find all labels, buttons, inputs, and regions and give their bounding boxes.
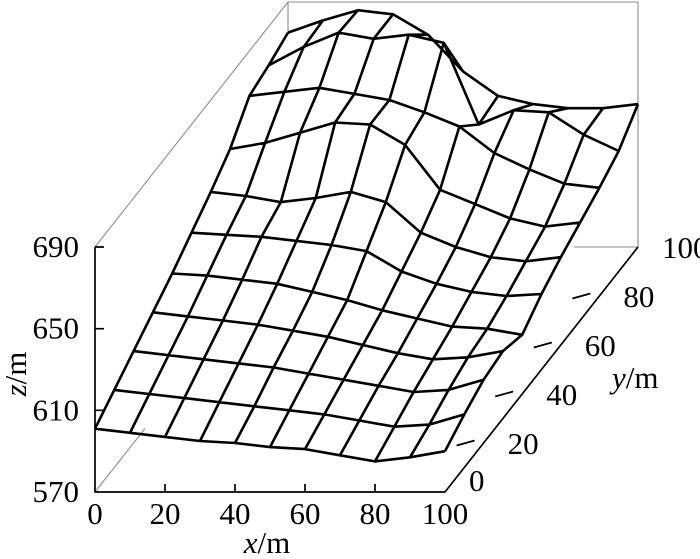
x-tick-label: 0	[87, 496, 103, 531]
z-axis-label: z/m	[0, 352, 33, 398]
z-tick-label: 570	[33, 474, 80, 509]
z-tick-label: 610	[33, 392, 80, 427]
x-tick-label: 100	[422, 496, 469, 531]
mesh-wireframe	[93, 8, 640, 463]
x-tick-label: 80	[360, 496, 391, 531]
x-tick-label: 40	[220, 496, 251, 531]
x-tick-label: 60	[290, 496, 321, 531]
z-tick-label: 650	[33, 311, 80, 346]
axis-ticks	[95, 246, 591, 492]
x-tick-label: 20	[150, 496, 181, 531]
y-tick-label: 60	[585, 328, 616, 363]
y-tick-label: 40	[546, 377, 577, 412]
y-tick-label: 80	[623, 279, 654, 314]
box-back-edges	[94, 1, 639, 493]
z-tick-label: 690	[33, 229, 80, 264]
x-axis-label: x/m	[243, 525, 291, 559]
y-tick-label: 20	[508, 426, 539, 461]
y-tick-label: 100	[662, 230, 700, 265]
y-tick-label: 0	[469, 463, 485, 498]
y-axis-label: y/m	[609, 360, 659, 395]
axis-lines	[94, 246, 639, 493]
